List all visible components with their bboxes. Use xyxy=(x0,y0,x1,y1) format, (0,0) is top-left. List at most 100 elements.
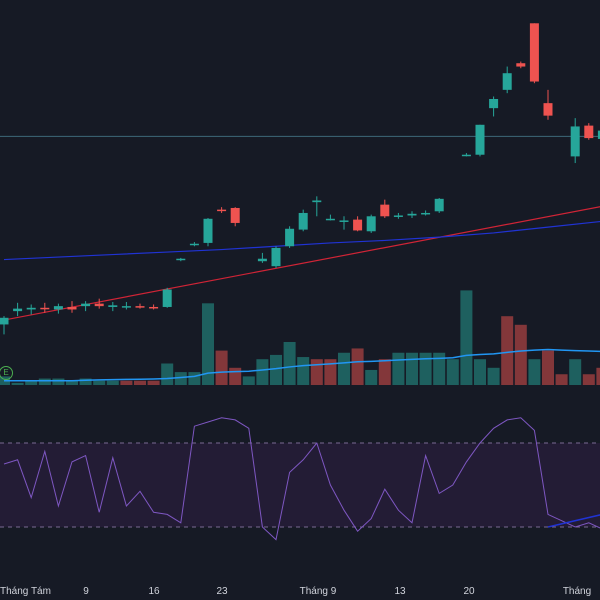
volume-bar xyxy=(555,374,568,385)
volume-bar xyxy=(174,372,187,385)
candle-body xyxy=(149,306,159,309)
divergence-line xyxy=(547,514,600,528)
candle-body xyxy=(53,306,63,310)
candle-body xyxy=(203,218,213,243)
candle-body xyxy=(584,125,594,139)
volume-bar xyxy=(283,342,296,385)
candle-body xyxy=(516,63,526,67)
volume-bar xyxy=(474,359,486,385)
volume-bar xyxy=(52,378,65,385)
candle-body xyxy=(543,103,553,116)
earnings-marker-icon[interactable]: E xyxy=(0,366,13,380)
volume-bar xyxy=(66,380,78,385)
x-tick-label: 9 xyxy=(83,586,89,597)
volume-bar xyxy=(147,380,160,385)
candle-body xyxy=(502,73,512,90)
candle-body xyxy=(108,305,118,307)
candle-body xyxy=(271,247,281,267)
volume-ma-line xyxy=(4,348,600,382)
volume-bar xyxy=(242,376,255,385)
candle-body xyxy=(67,306,77,310)
candle-body xyxy=(570,126,580,157)
candle-body xyxy=(529,23,539,82)
candle-body xyxy=(393,215,403,217)
volume-bar xyxy=(419,352,432,385)
candle-body xyxy=(40,307,50,310)
volume-bar xyxy=(365,369,378,385)
oscillator-line xyxy=(3,417,600,541)
volume-bar xyxy=(460,290,473,385)
candle-body xyxy=(380,204,390,217)
candle-body xyxy=(461,154,471,157)
candle-body xyxy=(353,219,363,231)
volume-bar xyxy=(501,316,514,385)
x-tick-label: 13 xyxy=(394,586,406,597)
volume-bar xyxy=(79,378,92,385)
candle-body xyxy=(162,289,172,307)
candle-body xyxy=(489,98,499,109)
volume-bar xyxy=(596,367,600,385)
x-tick-label: 16 xyxy=(148,586,160,597)
volume-bar xyxy=(297,357,310,385)
candle-body xyxy=(176,258,186,261)
volume-bar xyxy=(433,352,446,385)
volume-bar xyxy=(120,380,133,385)
volume-bar xyxy=(324,359,337,385)
volume-bar xyxy=(351,348,364,385)
candle-body xyxy=(26,307,36,310)
candle-body xyxy=(312,200,322,203)
volume-bar xyxy=(487,367,500,385)
x-tick-label: Tháng Tám xyxy=(0,586,51,597)
volume-bar xyxy=(542,350,554,385)
volume-bar xyxy=(188,372,201,385)
x-tick-label: 23 xyxy=(216,586,228,597)
candle-body xyxy=(298,212,308,230)
volume-bar xyxy=(38,378,51,385)
volume-bar xyxy=(338,352,350,385)
oscillator-band xyxy=(0,443,600,527)
volume-bar xyxy=(25,380,38,385)
volume-bar xyxy=(270,354,282,385)
candle-body xyxy=(366,216,376,232)
candle-body xyxy=(407,213,417,216)
candle-body xyxy=(325,218,335,221)
candle-body xyxy=(13,308,23,312)
candle-body xyxy=(94,303,104,307)
volume-bar xyxy=(528,359,541,385)
candle-body xyxy=(597,130,600,139)
volume-bar xyxy=(392,352,405,385)
volume-bar xyxy=(446,359,459,385)
volume-bar xyxy=(406,352,418,385)
candle-body xyxy=(217,209,227,212)
candle-body xyxy=(257,258,267,262)
candle-body xyxy=(230,207,240,223)
volume-bar xyxy=(378,359,391,385)
volume-bar xyxy=(106,380,119,385)
candle-body xyxy=(121,306,131,308)
volume-bar xyxy=(582,374,595,385)
volume-bar xyxy=(514,324,527,385)
volume-bar xyxy=(215,350,228,385)
candle-body xyxy=(81,303,91,307)
volume-bar xyxy=(256,359,269,385)
volume-bar xyxy=(569,359,582,385)
x-tick-label: Tháng 9 xyxy=(300,586,337,597)
candle-body xyxy=(135,306,145,308)
candle-body xyxy=(339,220,349,222)
x-tick-label: Tháng xyxy=(563,586,591,597)
volume-bar xyxy=(134,380,146,385)
candle-body xyxy=(285,228,295,247)
candle-body xyxy=(421,212,431,215)
candle-body xyxy=(189,243,199,246)
candle-body xyxy=(0,317,9,325)
volume-bar xyxy=(310,359,323,385)
moving-average-blue xyxy=(3,220,600,261)
volume-bar xyxy=(161,363,174,385)
candle-body xyxy=(475,124,485,155)
volume-bar xyxy=(229,367,242,385)
volume-bar xyxy=(11,382,24,385)
candle-body xyxy=(434,198,444,212)
x-tick-label: 20 xyxy=(463,586,475,597)
